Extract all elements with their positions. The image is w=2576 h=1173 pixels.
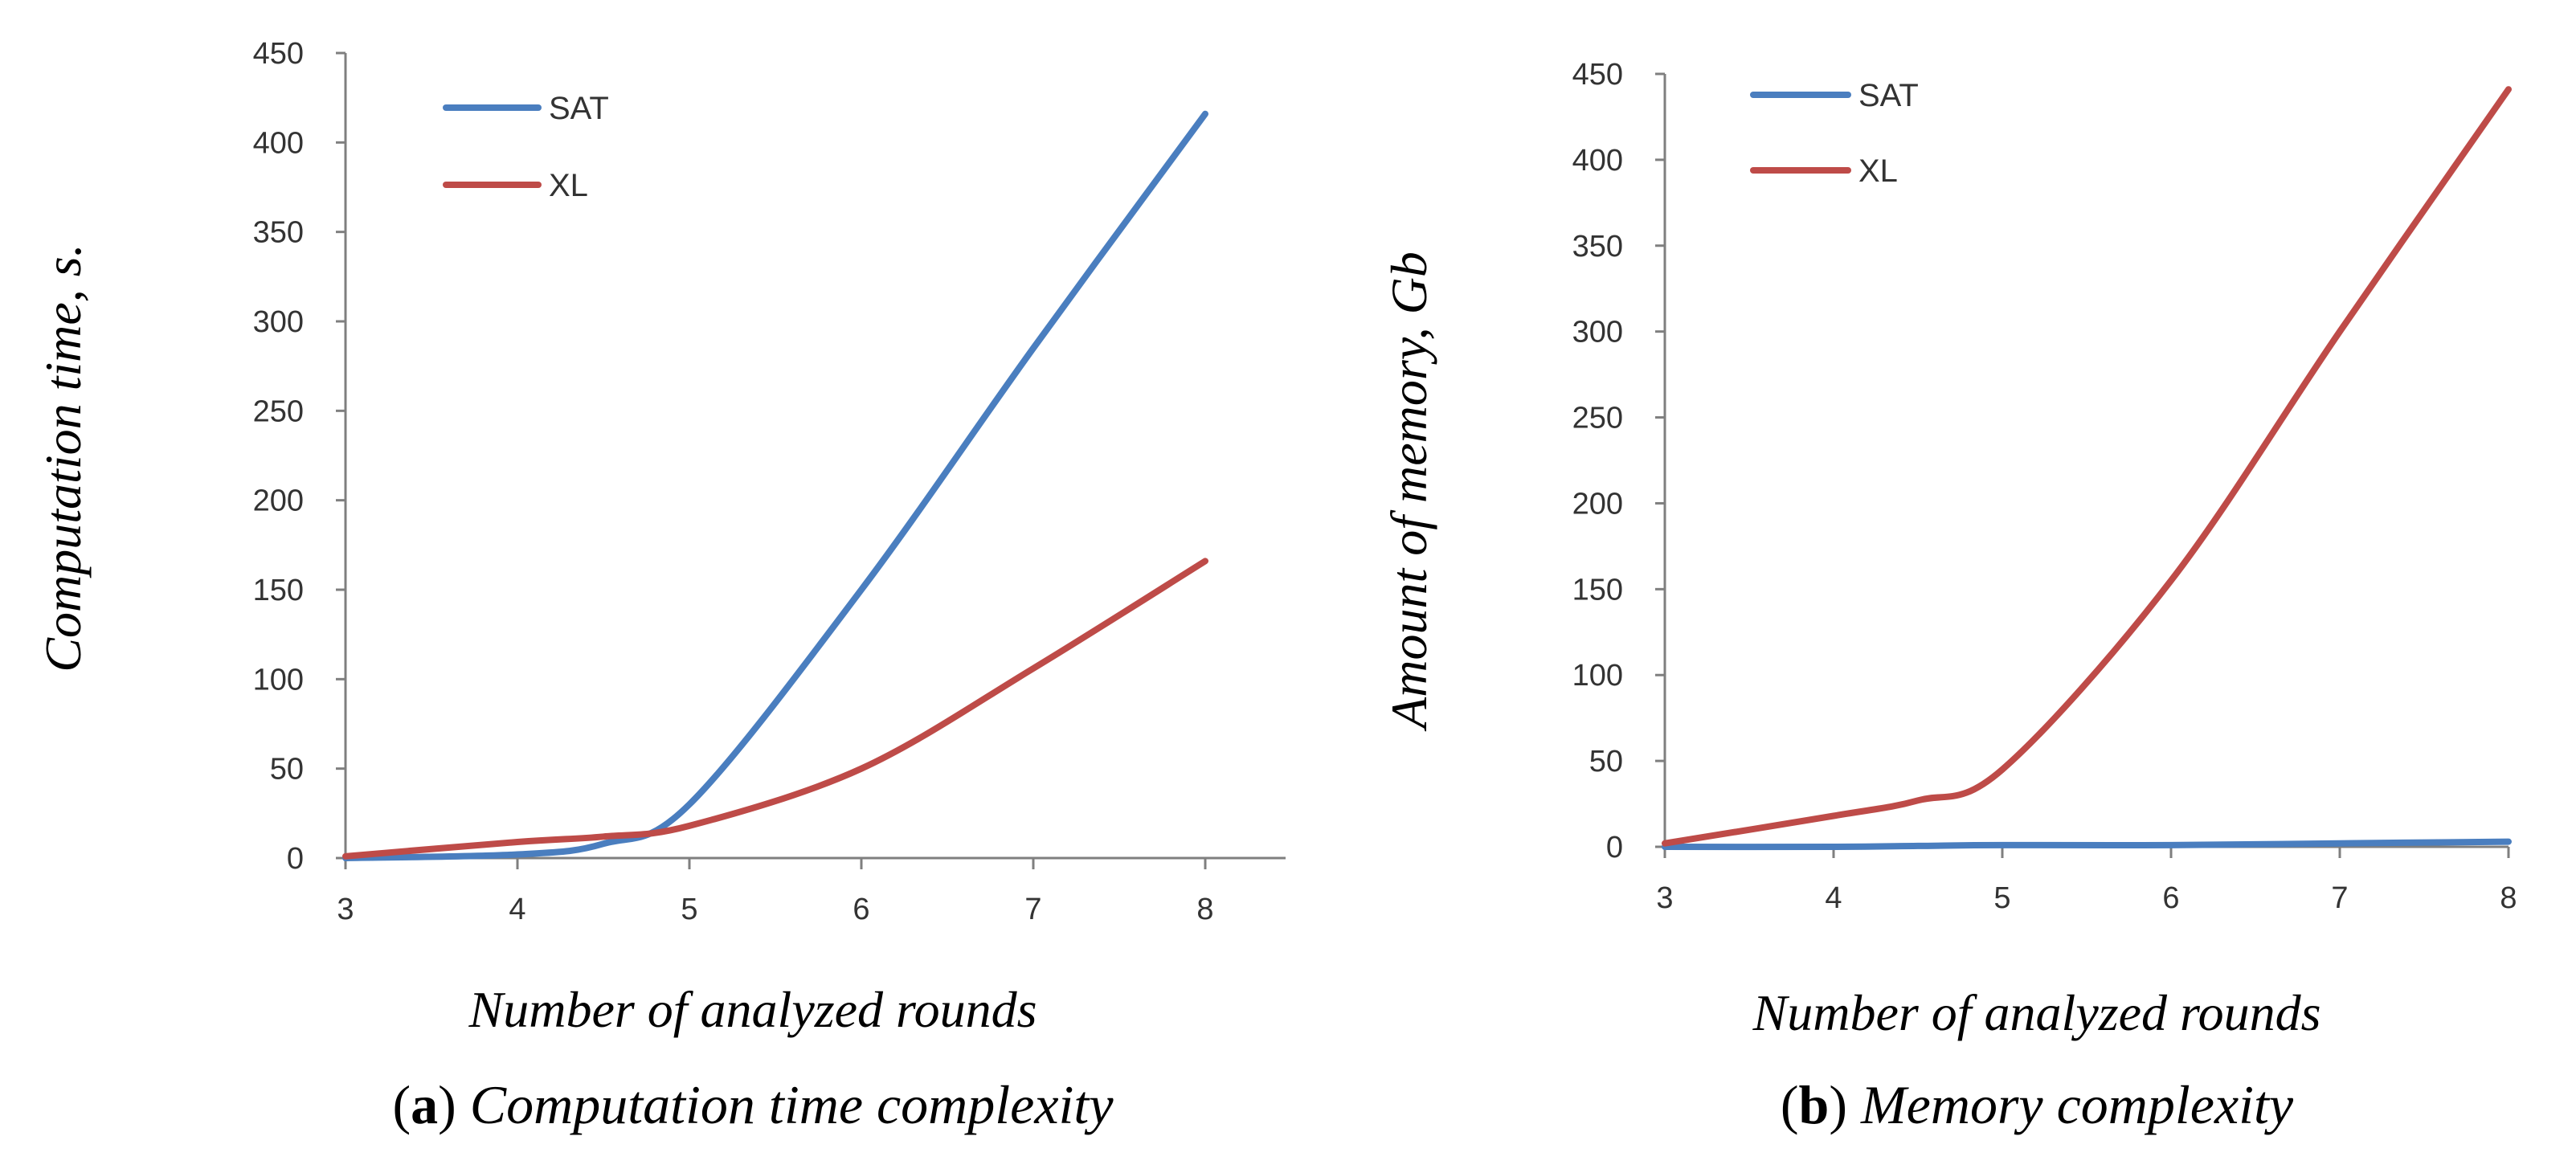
series-line-xl xyxy=(1662,86,2512,847)
x-tick-label: 6 xyxy=(853,893,869,926)
y-tick-label: 50 xyxy=(270,753,304,787)
caption-b: (b) Memory complexity xyxy=(1781,1074,2294,1135)
x-tick-label: 5 xyxy=(681,893,697,926)
y-axis-label-b: Amount of memory, Gb xyxy=(1380,251,1437,732)
y-tick-label: 250 xyxy=(253,394,304,428)
y-tick-label: 50 xyxy=(1589,745,1623,779)
legend-label-sat: SAT xyxy=(1858,78,1919,113)
x-tick-label: 5 xyxy=(1993,881,2010,915)
legend-label-xl: XL xyxy=(549,168,588,203)
series-line-sat xyxy=(1662,838,2512,851)
y-tick-label: 450 xyxy=(253,37,304,71)
x-tick-label: 4 xyxy=(1825,881,1842,915)
x-tick-label: 4 xyxy=(509,893,525,926)
y-tick-label: 300 xyxy=(253,305,304,339)
y-tick-label: 400 xyxy=(1572,144,1623,178)
y-tick-label: 200 xyxy=(253,484,304,518)
chart-computation-time: 0 50 100 150 200 250 300 350 400 450 3 4 5 6 7 8 SAT XL xyxy=(253,37,1286,926)
y-tick-label: 100 xyxy=(253,663,304,697)
y-tick-label: 350 xyxy=(253,216,304,250)
y-axis-label-a: Computation time, s. xyxy=(35,243,92,672)
y-tick-label: 0 xyxy=(1606,831,1623,864)
y-tick-label: 250 xyxy=(1572,402,1623,435)
x-tick-label: 7 xyxy=(1024,893,1041,926)
x-tick-label: 8 xyxy=(1196,893,1213,926)
series-line-xl xyxy=(342,558,1208,860)
caption-text-a: Computation time complexity xyxy=(470,1074,1114,1135)
y-tick-label: 0 xyxy=(287,842,304,876)
x-tick-label: 6 xyxy=(2162,881,2179,915)
x-axis-label-b: Number of analyzed rounds xyxy=(1752,984,2321,1041)
y-tick-label: 200 xyxy=(1572,487,1623,521)
y-tick-label: 350 xyxy=(1572,230,1623,264)
x-tick-label: 7 xyxy=(2331,881,2348,915)
caption-a: (a) Computation time complexity xyxy=(392,1074,1114,1135)
chart-memory: 0 50 100 150 200 250 300 350 400 450 3 4 5 6 7 8 SAT XL xyxy=(1572,58,2517,915)
x-tick-label: 3 xyxy=(1656,881,1673,915)
y-tick-label: 150 xyxy=(1572,573,1623,607)
x-axis-label-a: Number of analyzed rounds xyxy=(468,981,1037,1038)
caption-text-b: Memory complexity xyxy=(1860,1074,2294,1135)
y-tick-label: 150 xyxy=(253,574,304,607)
x-tick-label: 8 xyxy=(2500,881,2517,915)
x-tick-label: 3 xyxy=(337,893,354,926)
caption-letter-b: b xyxy=(1799,1074,1830,1135)
y-tick-label: 400 xyxy=(253,126,304,160)
series-line-sat xyxy=(342,110,1208,861)
caption-letter-a: a xyxy=(411,1074,438,1135)
legend-label-sat: SAT xyxy=(549,91,609,126)
y-tick-label: 300 xyxy=(1572,316,1623,349)
legend-label-xl: XL xyxy=(1858,153,1898,189)
y-tick-label: 100 xyxy=(1572,659,1623,693)
y-tick-label: 450 xyxy=(1572,58,1623,92)
